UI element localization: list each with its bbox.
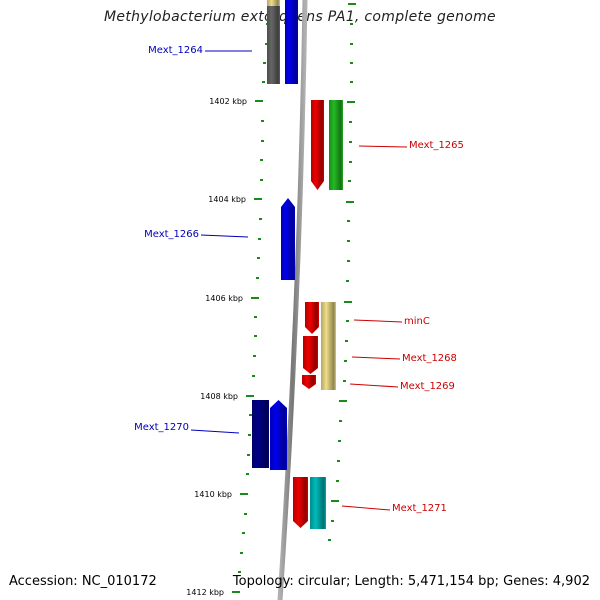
minor-tick [350, 43, 353, 45]
leader-line [358, 145, 408, 148]
gene-block-yellow [267, 0, 280, 6]
minor-tick [346, 280, 349, 282]
gene-label: Mext_1266 [144, 229, 199, 240]
minor-tick [259, 218, 262, 220]
leader-line [190, 429, 240, 434]
gene-block-blue-2 [270, 400, 287, 470]
kbp-label: 1402 kbp [209, 97, 247, 106]
minor-tick [349, 161, 352, 163]
gene-label: Mext_1265 [409, 140, 464, 151]
minor-tick [247, 454, 250, 456]
gene-block-mext-1268 [303, 336, 318, 374]
minor-tick [346, 320, 349, 322]
topology-text: Topology: circular; Length: 5,471,154 bp… [232, 574, 590, 589]
gene-label: minC [404, 316, 430, 327]
gene-block-gray [267, 0, 280, 84]
minor-tick [347, 220, 350, 222]
minor-tick [349, 141, 352, 143]
minor-tick [261, 120, 264, 122]
minor-tick [252, 375, 255, 377]
map-title: Methylobacterium extorquens PA1, complet… [104, 9, 496, 25]
minor-tick [347, 240, 350, 242]
minor-tick [262, 81, 265, 83]
minor-tick [254, 316, 257, 318]
gene-block-mext-1266 [281, 198, 295, 280]
minor-tick [246, 473, 249, 475]
genome-backbone [277, 0, 308, 600]
gene-block-cyan [310, 477, 326, 529]
gene-label: Mext_1264 [148, 45, 203, 56]
minor-tick [265, 43, 268, 45]
minor-tick [350, 23, 353, 25]
minor-tick [238, 571, 241, 573]
kbp-label: 1410 kbp [194, 490, 232, 499]
minor-tick [240, 552, 243, 554]
leader-line [200, 234, 249, 238]
gene-block-mext-1270 [252, 400, 269, 468]
minor-tick [350, 81, 353, 83]
minor-tick [242, 532, 245, 534]
gene-block-mext-1271 [293, 477, 308, 528]
leader-line [341, 505, 391, 511]
leader-line [353, 319, 403, 323]
kbp-label: 1406 kbp [205, 294, 243, 303]
gene-block-yellow-2 [321, 302, 336, 390]
minor-tick [260, 179, 263, 181]
scale-ticks: 1402 kbp 1404 kbp 1406 kbp 1408 kbp 1410 kbp… [186, 3, 356, 597]
gene-features [252, 0, 343, 529]
gene-block-mext-1269 [302, 375, 316, 389]
leader-line [351, 356, 401, 360]
minor-tick [244, 513, 247, 515]
minor-tick [261, 140, 264, 142]
minor-tick [336, 480, 339, 482]
minor-tick [257, 257, 260, 259]
minor-tick [331, 520, 334, 522]
kbp-label: 1404 kbp [208, 195, 246, 204]
minor-tick [343, 380, 346, 382]
gene-label: Mext_1268 [402, 353, 457, 364]
minor-tick [248, 434, 251, 436]
gene-block-minc [305, 302, 319, 334]
leader-line [349, 383, 399, 388]
accession-text: Accession: NC_010172 [9, 574, 157, 589]
minor-tick [253, 355, 256, 357]
minor-tick [337, 460, 340, 462]
kbp-label: 1408 kbp [200, 392, 238, 401]
minor-tick [348, 180, 351, 182]
minor-tick [350, 62, 353, 64]
minor-tick [260, 159, 263, 161]
gene-block-mext-1264 [285, 0, 298, 84]
minor-tick [339, 420, 342, 422]
kbp-label: 1412 kbp [186, 588, 224, 597]
minor-tick [258, 238, 261, 240]
minor-tick [344, 360, 347, 362]
minor-tick [328, 539, 331, 541]
minor-tick [345, 340, 348, 342]
minor-tick [263, 62, 266, 64]
minor-tick [347, 260, 350, 262]
minor-tick [254, 335, 257, 337]
minor-tick [249, 414, 252, 416]
minor-tick [338, 440, 341, 442]
minor-tick [349, 121, 352, 123]
gene-label: Mext_1271 [392, 503, 447, 514]
gene-block-red [311, 100, 324, 190]
gene-labels: Mext_1264 Mext_1266 Mext_1270 Mext_1265 minC… [134, 45, 464, 514]
minor-tick [256, 277, 259, 279]
gene-block-mext-1265 [329, 100, 343, 190]
gene-label: Mext_1269 [400, 381, 455, 392]
gene-label: Mext_1270 [134, 422, 189, 433]
